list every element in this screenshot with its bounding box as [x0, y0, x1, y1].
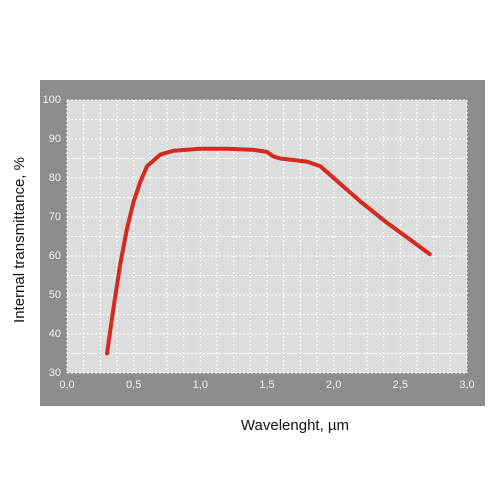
y-axis-title: Internal transmittance, %	[11, 157, 28, 323]
y-tick-label: 50	[49, 289, 61, 301]
x-tick-label: 3,0	[459, 379, 474, 391]
x-axis-title: Wavelenght, µm	[241, 417, 349, 434]
y-tick-label: 30	[49, 367, 61, 379]
y-tick-label: 60	[49, 250, 61, 262]
data-line	[105, 146, 432, 356]
x-tick-label: 0,5	[126, 379, 141, 391]
y-tick-label: 80	[49, 172, 61, 184]
y-tick-label: 40	[49, 328, 61, 340]
x-tick-label: 1,5	[259, 379, 274, 391]
x-tick-label: 1,0	[193, 379, 208, 391]
x-tick-label: 0,0	[59, 379, 74, 391]
x-tick-label: 2,0	[326, 379, 341, 391]
y-tick-label: 100	[43, 94, 61, 106]
x-tick-label: 2,5	[393, 379, 408, 391]
y-tick-label: 70	[49, 211, 61, 223]
y-tick-label: 90	[49, 133, 61, 145]
